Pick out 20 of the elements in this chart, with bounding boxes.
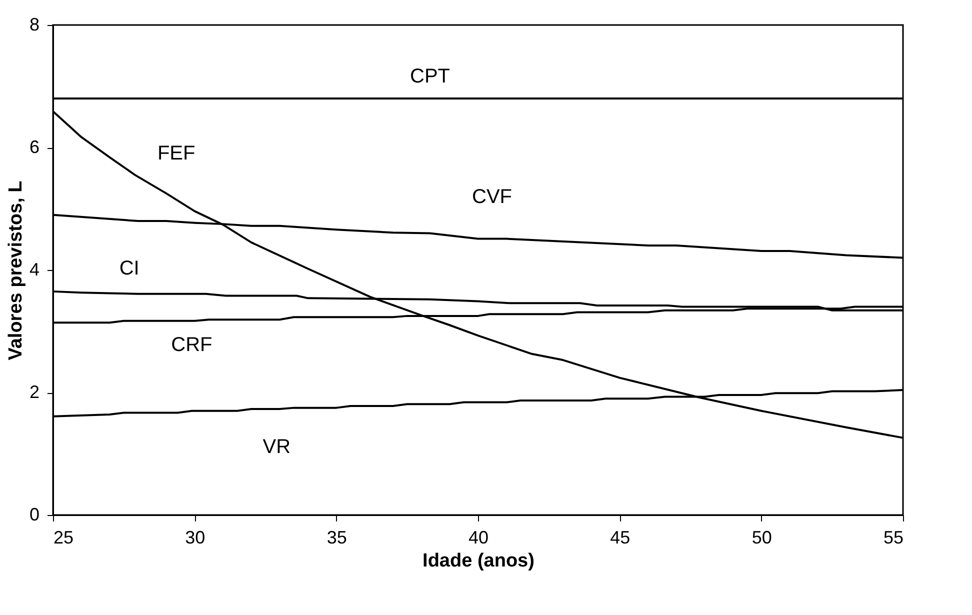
x-tick-label: 35 [326, 528, 347, 548]
y-tick-label: 2 [29, 382, 40, 402]
y-tick-label: 8 [29, 14, 40, 34]
x-tick-label: 40 [468, 528, 489, 548]
y-axis-title: Valores previstos, L [5, 180, 26, 360]
x-tick-label: 55 [883, 528, 904, 548]
x-tick-label: 45 [610, 528, 630, 548]
series-label: CVF [472, 186, 512, 208]
series-label: CRF [171, 334, 212, 356]
series-label: CI [119, 258, 140, 280]
x-tick-label: 30 [185, 528, 206, 548]
x-tick-label: 50 [752, 528, 772, 548]
series-label: VR [262, 436, 291, 458]
y-tick-label: 4 [29, 260, 40, 280]
series-label: CPT [410, 66, 450, 88]
y-tick-label: 0 [29, 504, 40, 524]
x-axis-title: Idade (anos) [422, 550, 534, 572]
y-tick-label: 6 [29, 137, 40, 157]
x-tick-label: 25 [54, 528, 74, 548]
series-label: FEF [157, 142, 196, 164]
